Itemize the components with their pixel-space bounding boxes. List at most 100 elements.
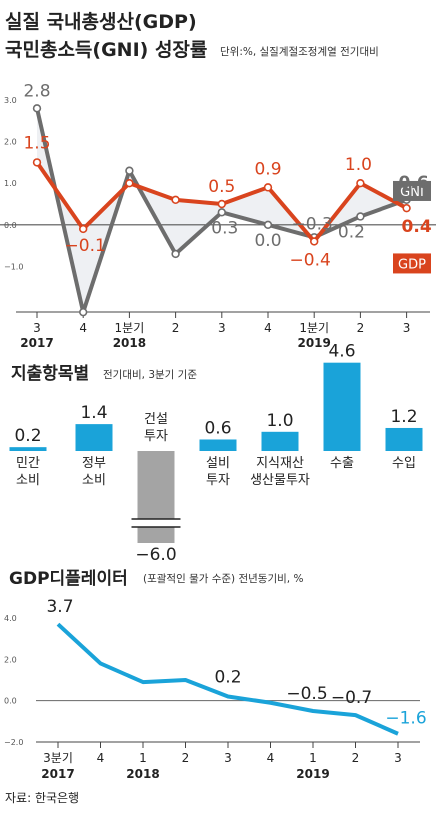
gni-data-label: 0.0 [254,231,281,251]
x-tick-label: 3 [403,321,411,335]
gni-data-label: 0.2 [338,222,365,242]
gni-data-label: 0.6 [399,173,429,193]
category-label: 소비 [16,473,40,488]
gni-legend-label: GNI [400,185,424,200]
category-label: 지식재산 [256,456,304,471]
deflator-data-label: −1.6 [385,709,426,729]
gdp-point [263,183,273,192]
gni-point [356,212,365,221]
deflator-series-line [56,622,399,736]
gni-data-label: 2.8 [23,81,50,101]
deflator-data-label: 3.7 [46,597,73,617]
deflator-data-label: 0.2 [214,668,241,688]
gdp-data-label: −0.4 [290,250,331,270]
gdp-point [217,199,227,209]
x-tick-label: 3 [394,751,402,765]
gdp-data-label: 0.4 [402,217,432,237]
gdp-data-label: 1.5 [23,133,50,153]
y-tick-label: 2.0 [4,655,17,664]
category-label: 생산물투자 [250,473,310,488]
gdp-point [310,237,319,246]
gni-data-label: −0.3 [292,214,333,234]
bar-value-label: 4.6 [328,342,355,362]
x-tick-label: 2 [357,321,365,335]
x-tick-label: 1분기 [115,321,145,335]
expenditure-chart-note: 전기대비, 3분기 기준 [103,369,197,381]
gdp-point [171,195,180,205]
category-label: 소비 [82,473,106,488]
x-tick-label: 4 [264,321,272,335]
gdp-chart-title: 실질 국내총생산(GDP) [5,11,197,33]
category-label: 설비 [206,456,230,471]
x-tick-label: 4 [267,751,275,765]
year-label: 2018 [113,336,146,350]
category-label: 수출 [330,456,354,471]
gdp-point [402,203,411,213]
deflator-chart-title: GDP디플레이터 [9,569,128,589]
x-tick-label: 2 [172,321,180,335]
gdp-legend-label: GDP [398,257,426,272]
gni-point [263,220,273,230]
expenditure-bar [199,439,237,451]
gdp-data-label: 1.0 [345,155,372,175]
category-label: 수입 [392,456,416,471]
category-label: 건설 [144,412,168,427]
expenditure-bar [261,431,299,451]
x-tick-label: 2 [352,751,360,765]
bar-value-label: 1.2 [390,407,417,427]
bar-value-label: 0.6 [204,418,231,438]
y-tick-label: 0.0 [4,697,17,706]
gni-data-label: 0.3 [211,218,238,238]
gdp-chart-unit-note: 단위:%, 실질계절조정계열 전기대비 [220,45,379,58]
gni-point [125,166,134,175]
x-tick-label: 4 [97,751,105,765]
x-tick-label: 3 [218,321,226,335]
gdp-data-label: 0.5 [208,177,235,197]
expenditure-bar [323,362,361,451]
bar-value-label: 0.2 [14,426,41,446]
x-tick-label: 1분기 [299,321,329,335]
category-label: 투자 [144,429,168,444]
gni-chart-subtitle: 국민총소득(GNI) 성장률 [5,39,207,61]
gni-point [78,307,88,317]
category-label: 투자 [206,473,230,488]
x-tick-label: 3 [224,751,232,765]
gdp-data-label: 0.9 [254,159,281,179]
deflator-line-chart: 4.0 2.0 0.0 −2.0 3분기 4 1 2 3 4 1 2 3 2017 2018 2019 3.7 0… [4,597,427,781]
y-tick-label: 3.0 [4,96,17,105]
y-tick-label: −1.0 [4,262,23,271]
deflator-data-label: −0.5 [286,684,327,704]
gdp-point [32,158,42,167]
y-tick-label: 1.0 [4,179,17,188]
gdp-point [356,179,365,188]
gdp-data-label: −0.1 [65,236,106,256]
gdp-point [125,179,134,188]
x-tick-label: 3분기 [43,751,73,765]
bar-value-label: 1.4 [80,403,107,423]
year-label: 2019 [296,767,329,781]
expenditure-chart-title: 지출항목별 [11,363,89,384]
deflator-chart-note: (포괄적인 물가 수준) 전년동기비, % [143,573,303,585]
axis-break-gap [131,519,181,527]
x-tick-label: 4 [79,321,87,335]
x-tick-label: 3 [33,321,41,335]
expenditure-bar [137,451,175,543]
y-tick-label: −2.0 [4,738,23,747]
gni-point [217,208,227,217]
deflator-data-label: −0.7 [331,688,372,708]
x-tick-label: 1 [309,751,317,765]
year-label: 2017 [20,336,53,350]
category-label: 정부 [82,456,106,471]
gni-point [171,249,180,259]
expenditure-bar [385,427,423,451]
bar-value-label: 1.0 [266,411,293,431]
gni-legend-tag [393,180,431,201]
x-tick-label: 2 [182,751,190,765]
expenditure-bar [75,424,113,451]
category-label: 민간 [16,456,40,471]
x-tick-label: 1 [139,751,147,765]
y-tick-label: 2.0 [4,138,17,147]
